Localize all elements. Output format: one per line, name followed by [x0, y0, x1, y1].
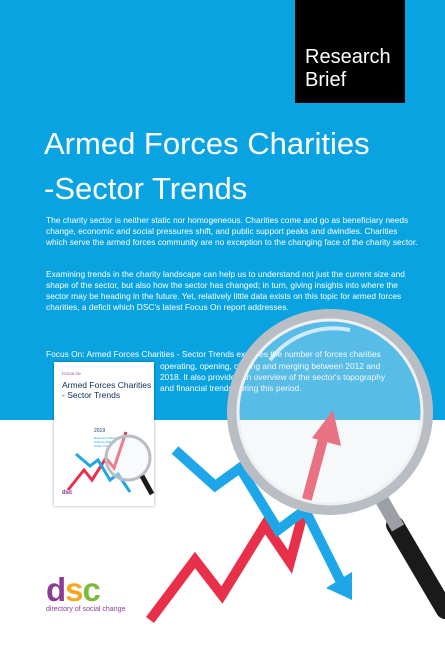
page-title-line-1: Armed Forces Charities	[44, 126, 370, 161]
logo-letter-c: c	[82, 571, 101, 608]
logo-letter-d: d	[46, 571, 66, 608]
blue-trend-arrow-icon	[171, 446, 345, 583]
report-summary-line-1: Focus On: Armed Forces Charities - Secto…	[46, 349, 381, 359]
cover-dsc-logo: dsc	[62, 490, 73, 496]
report-summary-line-3: 2018. It also provides an overview of th…	[160, 372, 386, 382]
page-title-line-2: -Sector Trends	[44, 171, 248, 206]
report-cover-thumbnail: FOCUS ON Armed Forces Charities - Sector…	[54, 362, 154, 506]
cover-year: 2019	[94, 428, 106, 434]
cover-author-2: Anthony Robson	[94, 440, 117, 444]
research-brief-badge: Research Brief	[295, 0, 405, 103]
cover-author-3: Stuart Cole	[94, 444, 110, 448]
cover-title: Armed Forces Charities - Sector Trends	[62, 380, 152, 400]
red-trend-arrow-icon	[146, 430, 330, 623]
dsc-logo[interactable]: dsc	[46, 573, 101, 606]
magnifying-glass-icon	[227, 309, 445, 619]
intro-paragraph: The charity sector is neither static nor…	[46, 215, 418, 247]
red-arrow-head-icon	[312, 410, 341, 446]
cover-arrows-illustration	[66, 431, 154, 496]
report-summary-line-2: operating, opening, closing and merging …	[160, 361, 381, 371]
cover-author-1: Rhiannon Doherty	[94, 436, 119, 440]
badge-line-1: Research	[305, 46, 391, 68]
logo-letter-s: s	[65, 571, 83, 608]
badge-line-2: Brief	[305, 69, 347, 91]
dsc-tagline: directory of social change	[46, 606, 126, 613]
context-paragraph: Examining trends in the charity landscap…	[46, 269, 405, 312]
blue-arrow-head-icon	[326, 572, 352, 600]
cover-kicker: FOCUS ON	[62, 372, 81, 376]
